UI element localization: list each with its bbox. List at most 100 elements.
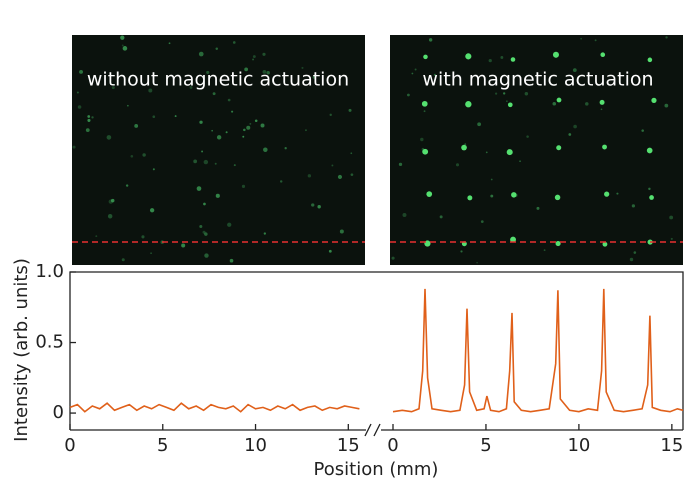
dot (467, 195, 473, 201)
dot (301, 66, 304, 69)
dot (664, 103, 669, 108)
dot (229, 258, 234, 263)
dot (181, 243, 186, 248)
dot (77, 105, 82, 109)
dot (189, 86, 193, 89)
dot (231, 110, 234, 113)
x-axis-label: Position (mm) (314, 459, 439, 480)
dot (585, 102, 589, 106)
dot (465, 53, 472, 60)
dot (633, 251, 637, 254)
axis-break (373, 423, 381, 437)
dot (120, 35, 125, 40)
dot (87, 118, 91, 122)
dot (85, 128, 90, 133)
dot (122, 46, 128, 51)
dot (414, 68, 417, 71)
dot (254, 119, 258, 123)
dot (152, 168, 155, 171)
dot (130, 154, 134, 158)
axis-break (364, 423, 372, 437)
y-tick-label: 1.0 (35, 261, 64, 282)
dot (148, 88, 153, 93)
dot (284, 147, 287, 150)
dot (665, 36, 668, 39)
dot (552, 101, 557, 106)
dot (507, 102, 513, 108)
dot (554, 194, 561, 201)
dot (552, 51, 559, 58)
dot (149, 208, 155, 213)
dot (262, 69, 267, 74)
x-tick-label: 15 (660, 435, 683, 456)
dot (555, 241, 561, 247)
dot (125, 184, 129, 187)
dot (121, 44, 124, 47)
dot (307, 174, 312, 178)
dot (329, 113, 332, 117)
dot (599, 99, 605, 105)
x-tick-label: 0 (64, 435, 75, 456)
dot (648, 187, 651, 191)
dot (524, 92, 529, 96)
dot (246, 125, 251, 130)
dot (411, 72, 414, 75)
dot (477, 122, 482, 127)
dot (669, 215, 674, 220)
dot (423, 110, 426, 113)
dot (348, 108, 352, 112)
dot (500, 56, 504, 59)
dot (573, 124, 577, 129)
fluorescent-dots (72, 35, 674, 264)
dot (111, 86, 115, 90)
dot (227, 98, 231, 102)
dot (602, 144, 607, 150)
dot (312, 75, 316, 79)
dot (426, 191, 433, 197)
x-tick-label: 15 (337, 435, 360, 456)
dot (631, 204, 636, 208)
dot (543, 249, 546, 252)
dot (602, 241, 608, 247)
dot (423, 54, 428, 60)
dot (198, 51, 204, 57)
dot (203, 202, 206, 206)
dot (141, 235, 145, 239)
dot (328, 249, 332, 253)
y-tick-label: 0 (53, 402, 64, 423)
dot (121, 258, 125, 262)
dot (480, 220, 484, 223)
dot (476, 261, 478, 264)
dot (391, 256, 395, 260)
x-tick-label: 0 (387, 435, 398, 456)
dot (204, 253, 209, 258)
dot (488, 59, 492, 63)
dot (214, 162, 217, 165)
dot (201, 150, 204, 153)
dot (305, 129, 307, 132)
dot (510, 236, 516, 243)
dot (233, 164, 236, 167)
dot (536, 206, 540, 210)
dot (649, 195, 654, 200)
y-tick-label: 0.5 (35, 332, 64, 353)
dot (670, 237, 673, 240)
dot (174, 115, 177, 118)
dot (202, 230, 206, 234)
dot (461, 144, 467, 151)
dot (134, 124, 139, 128)
dot (490, 194, 494, 198)
dot (422, 148, 429, 155)
dot (211, 129, 213, 132)
image-right (390, 35, 683, 265)
dot (420, 137, 424, 142)
dot (594, 39, 597, 42)
dot (260, 123, 265, 128)
dot (203, 159, 209, 165)
dot (647, 57, 653, 63)
dot (244, 67, 249, 72)
dot (465, 101, 472, 108)
dot (339, 229, 344, 234)
dot (580, 37, 582, 40)
